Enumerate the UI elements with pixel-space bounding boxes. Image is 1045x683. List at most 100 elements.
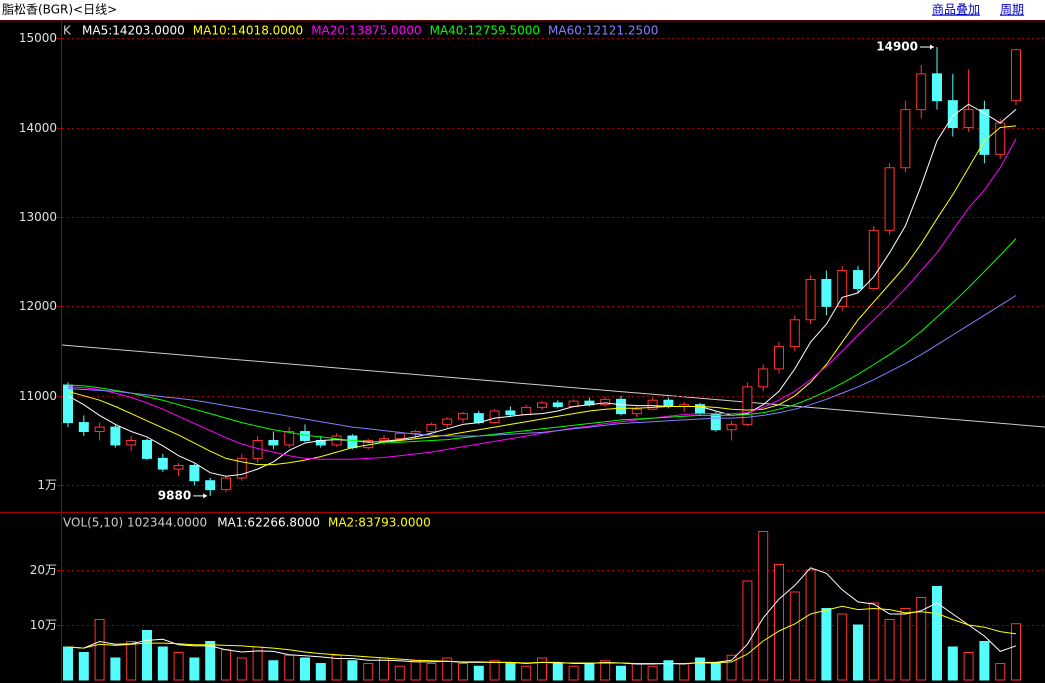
candle-body xyxy=(789,319,800,348)
volume-bar xyxy=(331,654,342,681)
volume-bar xyxy=(663,660,674,681)
header-bar xyxy=(0,0,1045,20)
volume-bar xyxy=(979,641,990,681)
candle-body xyxy=(616,398,626,415)
volume-bar xyxy=(932,586,942,681)
y-tick-label: 1万 xyxy=(37,478,57,492)
volume-bar xyxy=(995,663,1006,681)
y-tick-label: 11000 xyxy=(19,389,57,403)
candle-body xyxy=(394,432,405,440)
candle-body xyxy=(979,109,990,155)
candle-body xyxy=(300,431,310,441)
volume-bar xyxy=(710,663,721,681)
y-tick-label: 15000 xyxy=(19,31,57,45)
candle-body xyxy=(837,270,848,307)
candle-body xyxy=(758,368,769,388)
candle-body xyxy=(726,423,737,431)
volume-bar xyxy=(268,660,279,681)
legend-entry: MA1:62266.8000 xyxy=(217,516,320,530)
candle-body xyxy=(173,465,184,470)
volume-bar xyxy=(537,657,547,681)
candle-body xyxy=(631,408,642,415)
volume-bar xyxy=(205,641,216,681)
volume-bar xyxy=(1011,623,1021,681)
volume-bar xyxy=(363,663,374,681)
volume-bar xyxy=(221,649,231,681)
volume-bar xyxy=(884,619,895,681)
volume-bar xyxy=(963,652,974,681)
volume-ma-line xyxy=(67,605,1017,664)
volume-bar xyxy=(173,652,184,681)
candle-body xyxy=(236,457,247,479)
volume-bar xyxy=(568,665,579,681)
volume-bar xyxy=(426,663,437,681)
volume-bar xyxy=(236,657,247,681)
ma-line xyxy=(67,138,1017,460)
volume-bar xyxy=(742,580,753,681)
chart-title: 脂松香(BGR)<日线> xyxy=(2,2,117,17)
candle-body xyxy=(426,423,437,433)
candle-body xyxy=(932,73,942,102)
volume-bar xyxy=(473,665,484,681)
trend-line xyxy=(61,344,1045,428)
candle-body xyxy=(900,109,911,169)
candle-body xyxy=(521,406,532,416)
candle-body xyxy=(821,279,832,307)
legend-entry: MA2:83793.0000 xyxy=(328,516,431,530)
volume-bar xyxy=(900,608,911,681)
legend-entry: MA10:14018.0000 xyxy=(193,24,303,38)
volume-bar xyxy=(805,569,816,681)
y-tick-label: 20万 xyxy=(30,563,57,577)
volume-bar xyxy=(789,591,800,681)
y-tick-label: 12000 xyxy=(19,299,57,313)
volume-bar xyxy=(394,665,405,681)
candle-body xyxy=(916,73,927,111)
volume-bar xyxy=(774,564,784,681)
legend-entry: MA5:14203.0000 xyxy=(82,24,185,38)
volume-bar xyxy=(758,531,769,681)
volume-bar xyxy=(726,654,737,681)
annotation-label: 9880 xyxy=(158,488,191,502)
period-button[interactable]: 周期 xyxy=(1000,3,1024,17)
volume-bar xyxy=(410,660,421,681)
candle-body xyxy=(221,477,231,491)
candle-body xyxy=(126,439,137,446)
candle-body xyxy=(142,439,152,459)
candle-body xyxy=(110,426,121,446)
volume-bar xyxy=(284,654,295,681)
candle-body xyxy=(963,109,974,129)
volume-bar xyxy=(300,657,310,681)
y-tick-label: 10万 xyxy=(30,618,57,632)
volume-bar xyxy=(616,665,626,681)
volume-bar xyxy=(379,657,389,681)
candle-body xyxy=(774,346,784,370)
volume-bar xyxy=(157,646,168,681)
volume-bar xyxy=(252,646,263,681)
ma-line xyxy=(67,238,1017,443)
volume-bar xyxy=(631,663,642,681)
overlay-button[interactable]: 商品叠加 xyxy=(932,2,980,17)
candle-body xyxy=(489,410,500,424)
volume-bar xyxy=(189,657,200,681)
volume-bar xyxy=(679,663,690,681)
volume-bar xyxy=(315,663,326,681)
volume-label: VOL(5,10) 102344.0000 xyxy=(63,516,207,530)
candle-body xyxy=(157,457,168,470)
volume-bar xyxy=(63,646,73,681)
candle-body xyxy=(347,435,358,449)
legend-entry: MA60:12121.2500 xyxy=(548,24,658,38)
candle-body xyxy=(868,229,879,289)
volume-bar xyxy=(126,641,137,681)
volume-bar xyxy=(110,657,121,681)
candle-body xyxy=(331,435,342,446)
y-tick-label: 13000 xyxy=(19,210,57,224)
volume-bar xyxy=(347,660,358,681)
price-label: K xyxy=(63,24,72,38)
volume-bar xyxy=(552,663,563,681)
annotation-label: 14900 xyxy=(876,40,918,54)
candle-body xyxy=(442,418,453,425)
volume-bar xyxy=(78,652,89,681)
volume-bar xyxy=(600,660,611,681)
